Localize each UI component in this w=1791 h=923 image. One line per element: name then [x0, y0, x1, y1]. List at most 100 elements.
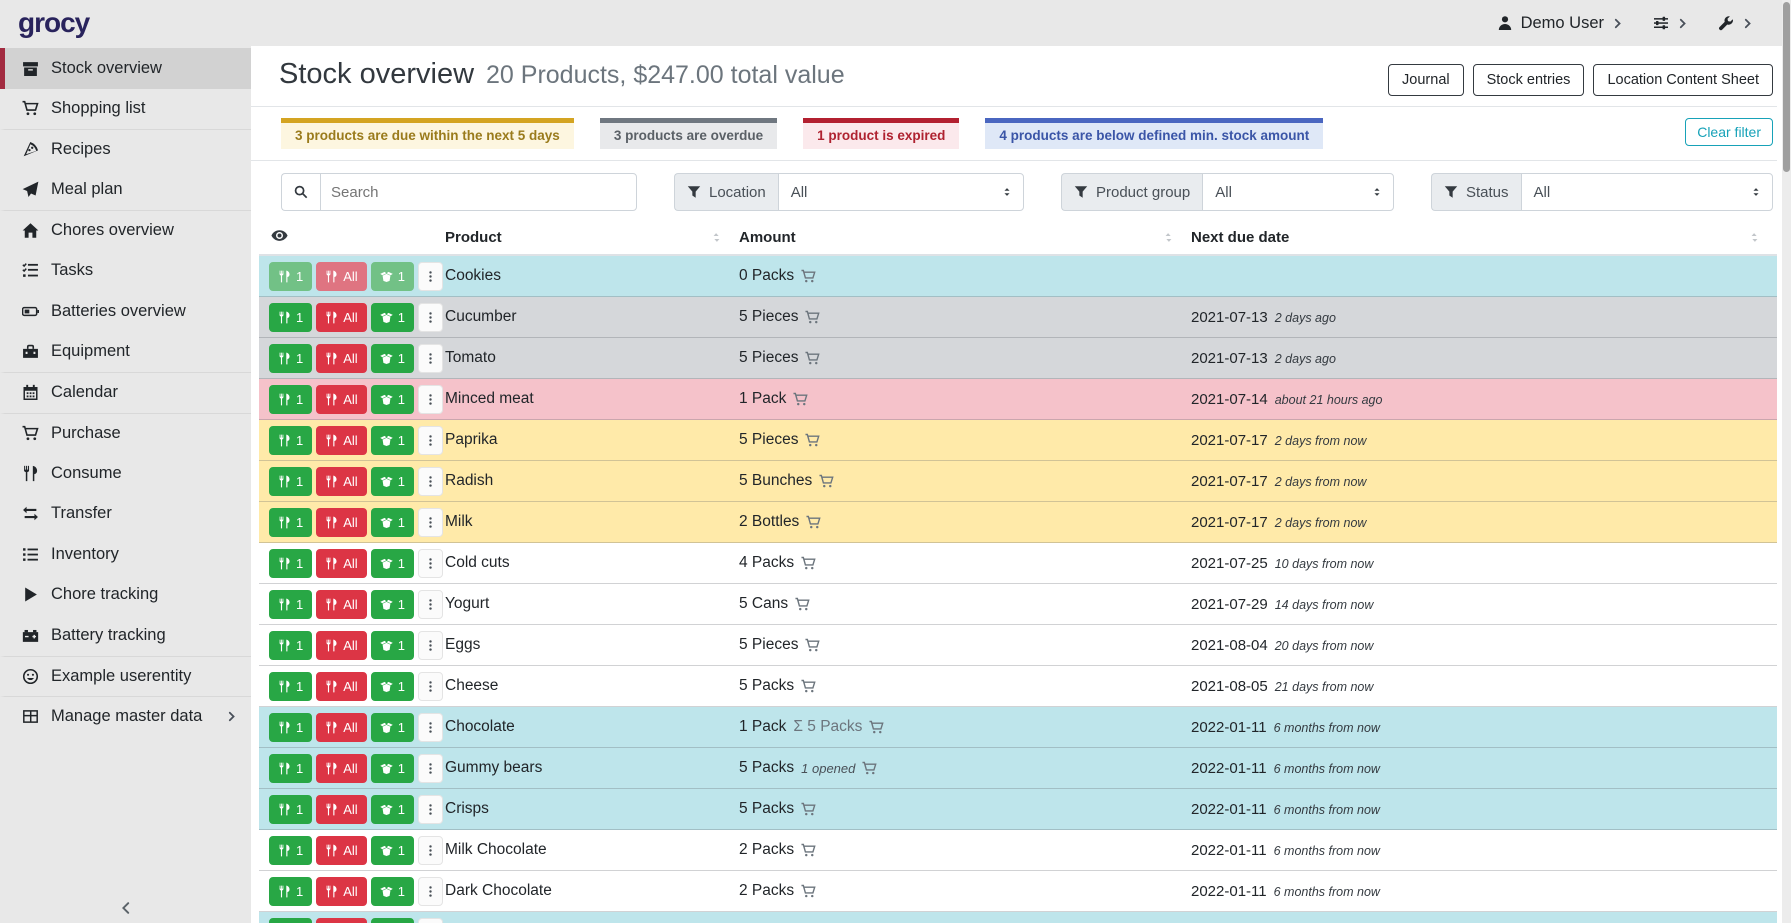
consume-all-button[interactable]: All: [316, 671, 367, 701]
row-menu-button[interactable]: [417, 917, 443, 923]
open-one-button[interactable]: 1: [370, 384, 414, 414]
amount-column-header[interactable]: Amount: [739, 229, 1191, 246]
sidebar-item-calendar[interactable]: Calendar: [0, 372, 251, 413]
sort-icon[interactable]: [1748, 231, 1761, 244]
row-menu-button[interactable]: [417, 466, 443, 496]
consume-one-button[interactable]: 1: [269, 302, 313, 332]
row-menu-button[interactable]: [417, 630, 443, 660]
sidebar-item-stock-overview[interactable]: Stock overview: [0, 48, 251, 89]
sidebar-item-chores-overview[interactable]: Chores overview: [0, 210, 251, 251]
open-one-button[interactable]: 1: [370, 466, 414, 496]
open-one-button[interactable]: 1: [370, 712, 414, 742]
consume-one-button[interactable]: 1: [269, 548, 313, 578]
status-banner-primary[interactable]: 4 products are below defined min. stock …: [985, 118, 1324, 149]
consume-one-button[interactable]: 1: [269, 671, 313, 701]
product-group-select[interactable]: All: [1202, 173, 1394, 211]
consume-one-button[interactable]: 1: [269, 343, 313, 373]
open-one-button[interactable]: 1: [370, 917, 414, 923]
open-one-button[interactable]: 1: [370, 261, 414, 291]
sidebar-item-transfer[interactable]: Transfer: [0, 494, 251, 535]
journal-button[interactable]: Journal: [1388, 64, 1464, 96]
clear-filter-button[interactable]: Clear filter: [1685, 118, 1773, 146]
location-content-sheet-button[interactable]: Location Content Sheet: [1593, 64, 1773, 96]
status-banner-secondary[interactable]: 3 products are overdue: [599, 118, 778, 149]
sidebar-item-inventory[interactable]: Inventory: [0, 534, 251, 575]
status-banner-danger[interactable]: 1 product is expired: [803, 118, 960, 149]
sidebar-item-meal-plan[interactable]: Meal plan: [0, 170, 251, 211]
row-menu-button[interactable]: [417, 384, 443, 414]
row-menu-button[interactable]: [417, 261, 443, 291]
sidebar-item-shopping-list[interactable]: Shopping list: [0, 89, 251, 130]
open-one-button[interactable]: 1: [370, 753, 414, 783]
status-banner-warning[interactable]: 3 products are due within the next 5 day…: [281, 118, 574, 149]
due-date-column-header[interactable]: Next due date: [1191, 229, 1777, 246]
consume-one-button[interactable]: 1: [269, 835, 313, 865]
sidebar-collapse-button[interactable]: [0, 901, 251, 915]
sidebar-item-purchase[interactable]: Purchase: [0, 412, 251, 454]
visibility-column-header[interactable]: [259, 227, 445, 248]
open-one-button[interactable]: 1: [370, 425, 414, 455]
row-menu-button[interactable]: [417, 671, 443, 701]
settings-menu[interactable]: [1653, 15, 1688, 31]
row-menu-button[interactable]: [417, 302, 443, 332]
consume-one-button[interactable]: 1: [269, 384, 313, 414]
vertical-scrollbar[interactable]: [1782, 0, 1791, 923]
row-menu-button[interactable]: [417, 589, 443, 619]
row-menu-button[interactable]: [417, 794, 443, 824]
row-menu-button[interactable]: [417, 712, 443, 742]
consume-all-button[interactable]: All: [316, 261, 367, 291]
open-one-button[interactable]: 1: [370, 794, 414, 824]
consume-all-button[interactable]: All: [316, 466, 367, 496]
consume-all-button[interactable]: All: [316, 507, 367, 537]
consume-one-button[interactable]: 1: [269, 753, 313, 783]
consume-one-button[interactable]: 1: [269, 630, 313, 660]
open-one-button[interactable]: 1: [370, 302, 414, 332]
consume-all-button[interactable]: All: [316, 712, 367, 742]
sidebar-item-recipes[interactable]: Recipes: [0, 129, 251, 170]
consume-all-button[interactable]: All: [316, 794, 367, 824]
consume-one-button[interactable]: 1: [269, 589, 313, 619]
consume-all-button[interactable]: All: [316, 917, 367, 923]
row-menu-button[interactable]: [417, 507, 443, 537]
consume-all-button[interactable]: All: [316, 384, 367, 414]
consume-all-button[interactable]: All: [316, 835, 367, 865]
sidebar-item-consume[interactable]: Consume: [0, 453, 251, 494]
product-column-header[interactable]: Product: [445, 229, 739, 246]
consume-all-button[interactable]: All: [316, 630, 367, 660]
app-logo[interactable]: grocy: [18, 7, 90, 38]
consume-one-button[interactable]: 1: [269, 712, 313, 742]
stock-entries-button[interactable]: Stock entries: [1472, 64, 1585, 96]
consume-all-button[interactable]: All: [316, 753, 367, 783]
consume-all-button[interactable]: All: [316, 302, 367, 332]
consume-one-button[interactable]: 1: [269, 876, 313, 906]
open-one-button[interactable]: 1: [370, 589, 414, 619]
consume-all-button[interactable]: All: [316, 343, 367, 373]
consume-one-button[interactable]: 1: [269, 466, 313, 496]
consume-one-button[interactable]: 1: [269, 261, 313, 291]
sidebar-item-example-userentity[interactable]: Example userentity: [0, 655, 251, 697]
sidebar-item-manage-master-data[interactable]: Manage master data: [0, 696, 251, 737]
status-select[interactable]: All: [1520, 173, 1773, 211]
sidebar-item-battery-tracking[interactable]: Battery tracking: [0, 615, 251, 656]
consume-one-button[interactable]: 1: [269, 917, 313, 923]
row-menu-button[interactable]: [417, 835, 443, 865]
row-menu-button[interactable]: [417, 548, 443, 578]
sidebar-item-batteries-overview[interactable]: Batteries overview: [0, 291, 251, 332]
consume-one-button[interactable]: 1: [269, 425, 313, 455]
open-one-button[interactable]: 1: [370, 548, 414, 578]
row-menu-button[interactable]: [417, 876, 443, 906]
row-menu-button[interactable]: [417, 753, 443, 783]
consume-one-button[interactable]: 1: [269, 507, 313, 537]
scrollbar-thumb[interactable]: [1783, 2, 1790, 172]
sidebar-item-chore-tracking[interactable]: Chore tracking: [0, 575, 251, 616]
open-one-button[interactable]: 1: [370, 630, 414, 660]
open-one-button[interactable]: 1: [370, 507, 414, 537]
consume-all-button[interactable]: All: [316, 425, 367, 455]
sidebar-item-equipment[interactable]: Equipment: [0, 332, 251, 373]
open-one-button[interactable]: 1: [370, 876, 414, 906]
search-input[interactable]: [320, 173, 637, 211]
sort-icon[interactable]: [1162, 231, 1175, 244]
sidebar-item-tasks[interactable]: Tasks: [0, 251, 251, 292]
consume-all-button[interactable]: All: [316, 589, 367, 619]
consume-one-button[interactable]: 1: [269, 794, 313, 824]
